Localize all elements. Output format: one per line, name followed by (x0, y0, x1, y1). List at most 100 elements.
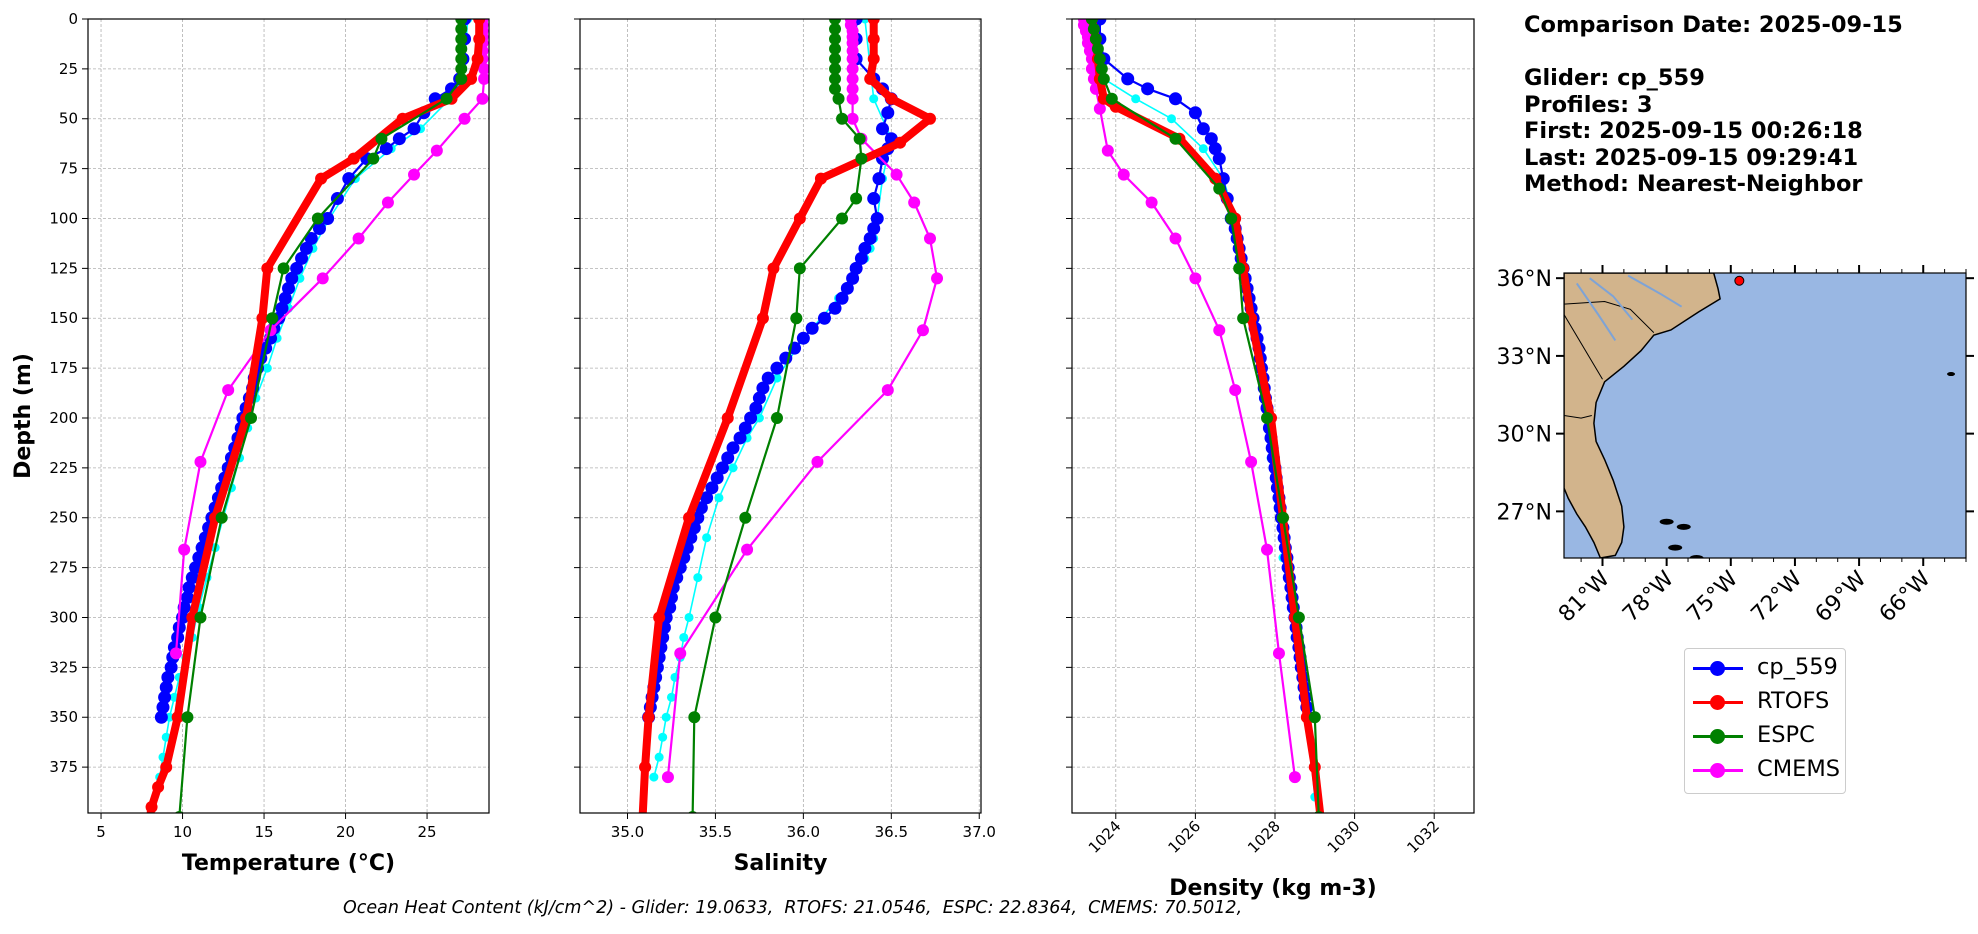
x-tick-label: 25 (418, 823, 437, 841)
series-point-rtofs (396, 112, 409, 125)
series-point-glider (189, 561, 203, 575)
legend-item-rtofs: RTOFS (1693, 687, 1843, 717)
y-tick-label: 100 (49, 209, 78, 227)
series-point-rtofs (347, 152, 360, 165)
series-point-espc (194, 611, 207, 624)
x-axis-label: Salinity (734, 851, 828, 876)
series-point-glider (705, 481, 719, 495)
state-border (1564, 314, 1603, 380)
y-tick-label: 300 (49, 608, 78, 626)
x-tick-label: 36.0 (787, 823, 820, 841)
series-point-cmems (881, 384, 894, 397)
y-tick-label: 250 (49, 509, 78, 527)
legend-label-cmems: CMEMS (1757, 756, 1841, 782)
river (1575, 282, 1617, 341)
series-point-glider (312, 221, 326, 235)
x-tick-label: 37.0 (963, 823, 996, 841)
series-point-espc (455, 62, 468, 75)
x-tick-label: 1028 (1244, 817, 1284, 857)
y-tick-label: 275 (49, 559, 78, 577)
series-point-espc (311, 212, 324, 225)
series-group (145, 19, 489, 813)
series-point-rtofs (885, 92, 898, 105)
series-point-espc (455, 52, 468, 65)
series-point-glider (770, 361, 784, 375)
series-point-rtofs (471, 52, 484, 65)
series-point-rtofs (1308, 761, 1321, 774)
island (1659, 518, 1674, 525)
lon-label: 75°W (1682, 566, 1743, 627)
series-point-espc (1097, 72, 1110, 85)
series-point-cmems (846, 82, 859, 95)
series-point-rtofs (867, 32, 880, 45)
series-point-glider (285, 271, 299, 285)
first-profile-time: First: 2025-09-15 00:26:18 (1524, 118, 1863, 144)
profile-panels: 5 10 15 20 250255075100125150175200225250275… (11, 10, 1475, 901)
island (1668, 544, 1683, 551)
y-tick-label: 75 (59, 160, 78, 178)
series-point-rtofs (683, 511, 696, 524)
x-tick-label: 1032 (1403, 817, 1443, 857)
series-point-cmems (194, 455, 207, 468)
series-point-cmems (430, 144, 443, 157)
series-point-espc (455, 32, 468, 45)
series-point-cmems (846, 62, 859, 75)
x-tick-label: 1026 (1164, 817, 1204, 857)
series-point-rtofs (894, 136, 907, 149)
lat-label: 30°N (1497, 423, 1552, 448)
legend: cp_559 RTOFS ESPC CMEMS (1684, 648, 1846, 794)
series-point-espc (1276, 511, 1289, 524)
series-point-cmems (1169, 232, 1182, 245)
series-point-cmems (741, 543, 754, 556)
series-point-espc (832, 92, 845, 105)
series-point-glider_secondary (714, 493, 724, 503)
y-tick-label: 150 (49, 309, 78, 327)
lon-label: 78°W (1618, 566, 1679, 627)
series-point-glider (835, 291, 849, 305)
river (1589, 277, 1634, 321)
series-point-glider (282, 281, 295, 295)
series-point-espc (277, 262, 290, 275)
legend-label-rtofs: RTOFS (1757, 688, 1830, 714)
series-point-espc (836, 112, 849, 125)
series-point-glider_secondary (728, 463, 738, 473)
series-point-cmems (1117, 168, 1130, 181)
series-point-cmems (458, 112, 471, 125)
series-point-espc (1105, 92, 1118, 105)
series-point-cmems (381, 196, 394, 209)
panel-salinity: 35.0 35.5 36.0 36.5 37.0 Salinity (574, 18, 996, 876)
series-point-cmems (661, 771, 674, 784)
comparison-date: Comparison Date: 2025-09-15 (1524, 12, 1903, 38)
axes-frame (579, 18, 982, 814)
series-point-glider (407, 122, 421, 136)
series-point-rtofs (867, 19, 880, 25)
series-point-glider_secondary (702, 533, 712, 543)
series-point-glider_secondary (860, 19, 870, 24)
series-point-glider (1208, 142, 1222, 156)
series-point-glider (379, 142, 393, 156)
series-point-glider (744, 411, 758, 425)
location-map: 36°N 33°N 30°N 27°N 81°W 78°W 75°W 72°W 69°W 66°W (1497, 265, 1974, 627)
series-point-glider (1168, 92, 1182, 106)
series-point-cmems (908, 196, 921, 209)
series-point-espc (1093, 52, 1106, 65)
profile-count: Profiles: 3 (1524, 91, 1653, 118)
series-point-glider (710, 471, 724, 485)
series-point-rtofs (756, 312, 769, 325)
series-point-espc (855, 152, 868, 165)
series-point-glider (863, 231, 877, 245)
y-tick-label: 0 (68, 10, 78, 28)
series-point-glider (749, 401, 763, 415)
series-point-rtofs (152, 781, 165, 794)
series-point-espc (455, 22, 468, 35)
y-tick-label: 50 (59, 110, 78, 128)
series-point-espc (836, 212, 849, 225)
series-point-glider (715, 461, 729, 475)
series-point-espc (853, 132, 866, 145)
lon-label: 81°W (1554, 566, 1615, 627)
series-point-glider (854, 251, 868, 265)
y-tick-label: 325 (49, 658, 78, 676)
series-point-glider (304, 231, 318, 245)
series-group (638, 19, 944, 813)
series-point-glider (840, 281, 854, 295)
